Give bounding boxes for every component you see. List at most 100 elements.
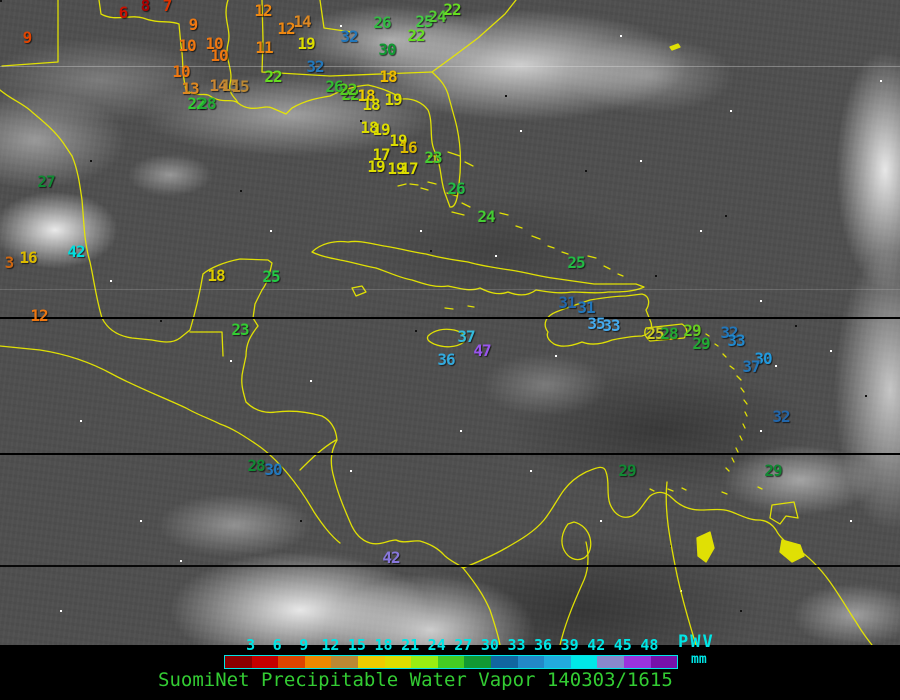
station-value: 13 [181, 79, 199, 98]
station-value: 10 [172, 62, 190, 81]
station-value: 24 [428, 7, 446, 26]
station-value: 22 [443, 0, 461, 19]
station-value: 29 [692, 334, 710, 353]
station-value: 10 [210, 46, 228, 65]
station-value: 22 [339, 80, 357, 99]
station-value: 35 [587, 314, 605, 333]
station-value: 18 [379, 67, 397, 86]
legend-color-segment [437, 656, 465, 668]
station-value: 6 [118, 3, 129, 22]
station-value: 22 [187, 94, 205, 113]
station-value: 19 [372, 120, 390, 139]
station-value: 32 [340, 27, 358, 46]
station-value: 28 [660, 324, 678, 343]
station-value: 14 [293, 12, 311, 31]
station-value: 14 [209, 76, 227, 95]
legend-unit-label: PWV [678, 632, 715, 652]
station-value: 37 [457, 327, 475, 346]
legend-tick: 36 [534, 636, 553, 654]
station-value: 28 [247, 456, 265, 475]
legend-color-segment [570, 656, 598, 668]
legend-color-segment [357, 656, 385, 668]
station-value: 12 [277, 19, 295, 38]
station-value: 18 [357, 86, 375, 105]
station-value: 10 [205, 34, 223, 53]
station-value: 25 [567, 253, 585, 272]
station-value: 25 [646, 324, 664, 343]
station-value: 22 [407, 26, 425, 45]
station-value: 26 [447, 179, 465, 198]
legend-colorbar [224, 655, 678, 669]
station-value: 33 [602, 316, 620, 335]
legend-unit-sub: mm [691, 652, 707, 667]
legend-tick: 42 [587, 636, 606, 654]
legend-tick: 48 [640, 636, 659, 654]
legend-color-segment [623, 656, 651, 668]
station-value: 18 [360, 118, 378, 137]
station-value: 30 [378, 40, 396, 59]
legend-tick: 33 [507, 636, 526, 654]
legend-color-segment [464, 656, 491, 668]
legend-color-segment [517, 656, 545, 668]
legend-tick: 21 [401, 636, 420, 654]
station-value: 29 [683, 321, 701, 340]
legend-color-segment [597, 656, 624, 668]
legend-tick: 6 [272, 636, 282, 654]
satellite-image: 9 6 8 7 9 12 12 14 10 10 10 11 10 13 14 15 15 22 22 28 19 32 3… [0, 0, 900, 645]
station-value: 32 [720, 323, 738, 342]
legend-tick: 9 [299, 636, 309, 654]
station-value: 25 [415, 12, 433, 31]
station-value: 8 [140, 0, 151, 15]
legend-tick: 27 [454, 636, 473, 654]
legend-color-segment [490, 656, 518, 668]
station-value: 26 [373, 13, 391, 32]
legend-color-segment [251, 656, 279, 668]
legend-color-segment [411, 656, 438, 668]
legend-tick: 24 [427, 636, 446, 654]
station-value: 33 [727, 331, 745, 350]
station-value: 29 [764, 461, 782, 480]
station-value: 10 [178, 36, 196, 55]
legend-color-segment [278, 656, 305, 668]
coastlines-svg [0, 0, 873, 645]
station-value: 26 [325, 77, 343, 96]
station-value: 32 [306, 57, 324, 76]
station-value: 37 [742, 357, 760, 376]
station-value: 27 [37, 172, 55, 191]
station-value: 31 [577, 298, 595, 317]
legend-tick: 30 [480, 636, 499, 654]
station-value: 9 [22, 28, 33, 47]
legend-color-segment [304, 656, 332, 668]
legend-tick: 3 [246, 636, 256, 654]
station-value: 42 [382, 548, 400, 567]
station-value: 32 [772, 407, 790, 426]
legend-color-segment [650, 656, 678, 668]
noise-speckles-black [0, 0, 2, 2]
legend-color-segment [225, 656, 252, 668]
coastlines [0, 0, 873, 645]
station-value: 18 [362, 95, 380, 114]
station-value: 17 [400, 159, 418, 178]
legend-color-segment [331, 656, 358, 668]
station-value: 28 [198, 94, 216, 113]
station-value: 19 [387, 159, 405, 178]
station-value: 19 [367, 157, 385, 176]
station-value: 18 [207, 266, 225, 285]
legend-tick: 45 [613, 636, 632, 654]
station-value: 25 [262, 267, 280, 286]
station-value: 15 [231, 77, 249, 96]
station-value: 31 [558, 293, 576, 312]
product-caption: SuomiNet Precipitable Water Vapor 140303… [158, 669, 673, 691]
legend-tick: 12 [321, 636, 340, 654]
legend-tick: 39 [560, 636, 579, 654]
station-value: 16 [399, 138, 417, 157]
station-value: 22 [341, 85, 359, 104]
station-value: 23 [424, 148, 442, 167]
station-value: 12 [254, 1, 272, 20]
station-value: 19 [389, 131, 407, 150]
station-value: 42 [67, 242, 85, 261]
station-value: 7 [162, 0, 173, 15]
station-value: 16 [19, 248, 37, 267]
station-value: 29 [618, 461, 636, 480]
